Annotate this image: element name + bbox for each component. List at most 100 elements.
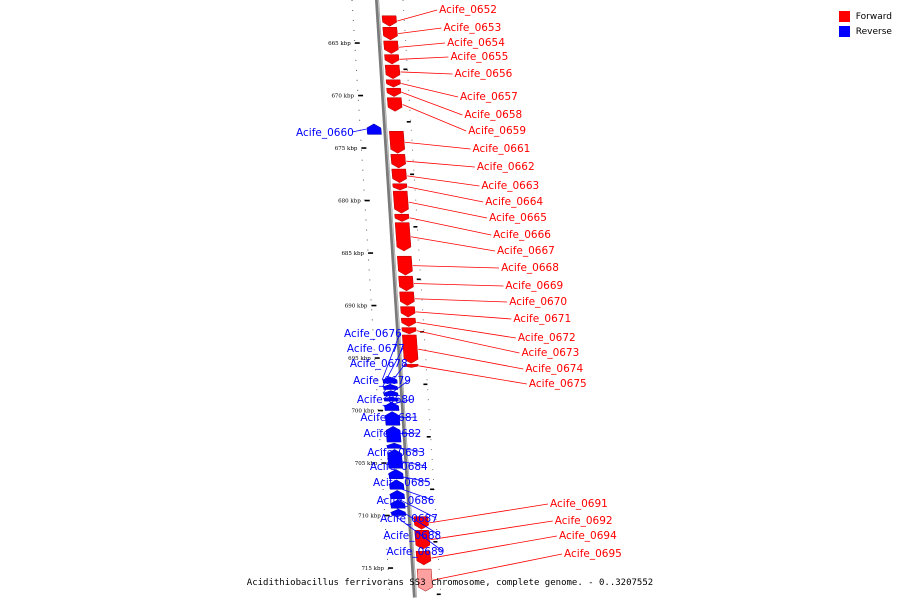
- leader-line: [418, 348, 524, 370]
- gene-arrow-acife-0689: [391, 508, 407, 516]
- leader-line: [416, 330, 520, 354]
- gene-label: Acife_0676: [344, 328, 402, 340]
- leader-line: [381, 332, 401, 381]
- leader-line: [388, 484, 433, 501]
- leader-line: [400, 71, 453, 75]
- gene-arrow-acife-0674: [401, 334, 419, 364]
- gene-arrow-acife-0652: [381, 15, 397, 27]
- legend: Forward Reverse: [838, 9, 892, 39]
- reverse-swatch: [838, 26, 850, 37]
- gene-layer: [366, 15, 433, 592]
- gene-label: Acife_0669: [505, 280, 563, 292]
- leader-line: [389, 503, 440, 536]
- leader-line: [430, 520, 553, 541]
- gene-label: Acife_0691: [550, 498, 608, 510]
- backbone-layer: [374, 0, 417, 598]
- gene-label: Acife_0680: [357, 394, 415, 406]
- leader-line: [382, 362, 407, 394]
- leader-layer: [351, 9, 563, 581]
- gene-label: Acife_0665: [489, 212, 547, 224]
- legend-label: Forward: [855, 11, 892, 22]
- gene-arrow-acife-0684: [387, 449, 404, 469]
- gene-label: Acife_0659: [468, 125, 526, 137]
- gene-arrow-acife-0692: [414, 530, 431, 550]
- gene-label: Acife_0672: [518, 332, 576, 344]
- gene-arrow-acife-0695: [416, 568, 433, 592]
- leader-line: [397, 9, 438, 22]
- leader-line: [401, 83, 459, 98]
- gene-label: Acife_0675: [529, 378, 587, 390]
- leader-line: [398, 27, 442, 34]
- leader-line: [351, 128, 367, 133]
- leader-line: [406, 160, 475, 168]
- gene-arrow-acife-0680: [384, 401, 400, 411]
- gene-label: Acife_0677: [347, 343, 405, 355]
- tick-label: 680 kbp: [338, 199, 361, 205]
- gene-arrow-acife-0672: [400, 317, 417, 327]
- leader-line: [399, 56, 449, 60]
- gene-arrow-acife-0667: [394, 222, 412, 252]
- gene-label: Acife_0674: [525, 363, 583, 375]
- gene-label: Acife_0660: [296, 127, 354, 139]
- gene-label: Acife_0656: [455, 68, 513, 80]
- leader-line: [388, 473, 430, 483]
- gene-arrow-acife-0653: [382, 27, 398, 41]
- gene-label: Acife_0689: [387, 546, 445, 558]
- gene-label: Acife_0663: [481, 180, 539, 192]
- gene-label: Acife_0685: [373, 477, 431, 489]
- leader-line: [412, 265, 500, 269]
- leader-line: [404, 141, 471, 150]
- gene-label: Acife_0654: [447, 37, 505, 49]
- gene-label: Acife_0687: [380, 513, 438, 525]
- chromosome-backbone-highlight: [377, 0, 417, 598]
- gene-arrow-acife-0688: [390, 499, 406, 509]
- tick-label: 685 kbp: [341, 251, 364, 257]
- leader-line: [410, 236, 496, 252]
- leader-line: [408, 201, 488, 219]
- leader-line: [419, 365, 527, 385]
- leader-line: [386, 445, 424, 453]
- tick-label: 670 kbp: [331, 94, 354, 100]
- gene-arrow-acife-0660: [366, 123, 382, 135]
- gene-label: Acife_0681: [360, 412, 418, 424]
- gene-label: Acife_0678: [350, 358, 408, 370]
- gene-label: Acife_0657: [460, 91, 518, 103]
- leader-line: [415, 311, 512, 320]
- gene-arrow-acife-0679: [383, 396, 399, 402]
- tick-label: 675 kbp: [335, 146, 358, 152]
- tick-label: 705 kbp: [355, 461, 378, 467]
- gene-label: Acife_0679: [353, 375, 411, 387]
- gene-arrow-acife-0668: [396, 255, 413, 276]
- gene-arrow-acife-0671: [400, 306, 416, 318]
- leader-line: [431, 535, 558, 559]
- gene-label: Acife_0682: [364, 428, 422, 440]
- gene-arrow-acife-0675: [403, 364, 419, 368]
- leader-line: [429, 503, 549, 524]
- gene-label: Acife_0655: [450, 51, 508, 63]
- leader-line: [407, 175, 480, 187]
- gene-arrow-acife-0654: [383, 40, 399, 54]
- leader-line: [432, 553, 563, 581]
- map-caption: Acidithiobacillus ferrivorans SS3 chromo…: [246, 578, 654, 588]
- gene-arrow-acife-0661: [389, 131, 405, 154]
- leader-line: [407, 186, 484, 203]
- legend-item-reverse: Reverse: [838, 24, 892, 39]
- gene-label: Acife_0666: [493, 229, 551, 241]
- gene-label: Acife_0694: [559, 530, 617, 542]
- gene-label: Acife_0662: [477, 161, 535, 173]
- gene-arrow-acife-0657: [385, 79, 401, 88]
- gene-arrow-acife-0670: [399, 291, 415, 306]
- gene-label: Acife_0653: [443, 22, 501, 34]
- leader-line: [387, 458, 427, 467]
- gene-arrow-acife-0665: [392, 190, 409, 214]
- tick-label: 715 kbp: [361, 566, 384, 572]
- leader-line: [414, 298, 508, 303]
- gene-label: Acife_0692: [555, 515, 613, 527]
- gene-arrow-acife-0656: [384, 64, 401, 80]
- leader-line: [409, 217, 492, 236]
- leader-line: [402, 104, 467, 132]
- gene-label: Acife_0670: [509, 296, 567, 308]
- gene-label: Acife_0688: [383, 530, 441, 542]
- gene-arrow-acife-0659: [386, 97, 403, 112]
